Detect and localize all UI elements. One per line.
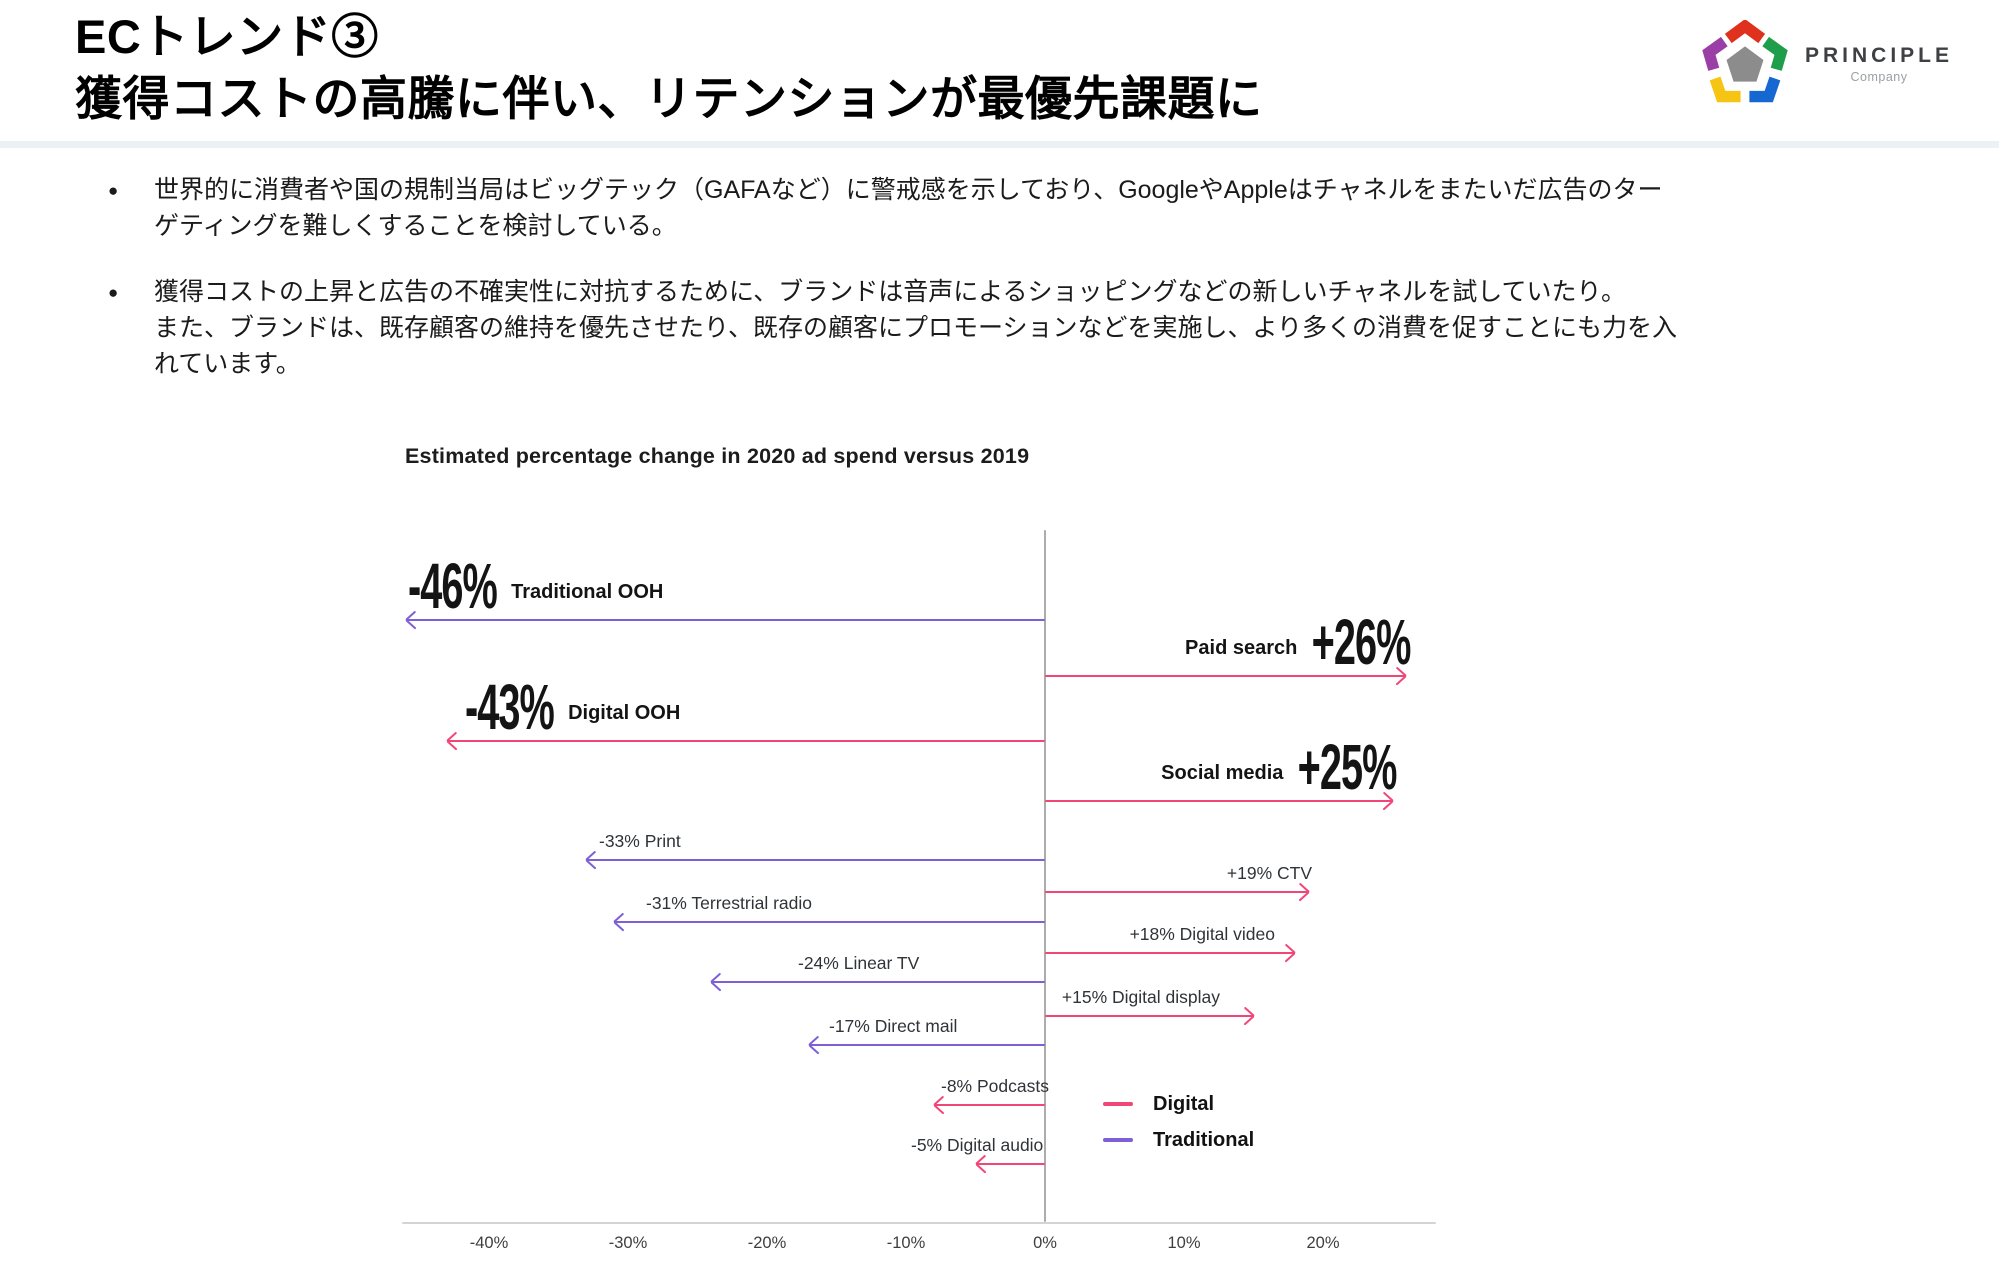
page-title-line-2: 獲得コストの高騰に伴い、リテンションが最優先課題に	[75, 72, 1263, 125]
legend-swatch-digital	[1103, 1102, 1133, 1106]
principle-pentagon-icon	[1702, 20, 1788, 103]
series-name-traditional-ooh: Traditional OOH	[511, 581, 664, 603]
x-tick-label: -20%	[747, 1234, 787, 1252]
arrow-paid-search	[1045, 675, 1407, 678]
principle-logo-text: PRINCIPLE Company	[1805, 44, 1953, 84]
legend-item-traditional: Traditional	[1103, 1122, 1254, 1158]
legend-item-digital: Digital	[1103, 1086, 1254, 1122]
arrow-terrestrial-radio	[614, 921, 1045, 924]
bullet-dot-icon: ●	[108, 283, 119, 302]
series-label-ctv: +19% CTV	[1226, 863, 1312, 883]
x-tick-label: -10%	[886, 1234, 926, 1252]
arrow-digital-audio	[975, 1163, 1045, 1166]
series-stat-paid-search: +26%	[1311, 605, 1412, 678]
arrow-print	[586, 859, 1045, 862]
arrow-podcasts	[933, 1104, 1045, 1107]
bullet-text-line: また、ブランドは、既存顧客の維持を優先させたり、既存の顧客にプロモーションなどを…	[154, 314, 1678, 342]
series-label-traditional-ooh: -46% Traditional OOH	[408, 549, 664, 622]
chart-title: Estimated percentage change in 2020 ad s…	[405, 444, 1030, 468]
bullet-text-line: 世界的に消費者や国の規制当局はビッグテック（GAFAなど）に警戒感を示しており、…	[154, 176, 1663, 204]
series-stat-social-media: +25%	[1297, 730, 1398, 803]
legend-label-digital: Digital	[1153, 1092, 1215, 1115]
x-tick-label: 0%	[1033, 1234, 1057, 1252]
arrow-linear-tv	[711, 981, 1045, 984]
bullet-text: 獲得コストの上昇と広告の不確実性に対抗するために、ブランドは音声によるショッピン…	[154, 274, 1677, 382]
series-label-digital-video: +18% Digital video	[1129, 924, 1275, 944]
arrow-digital-video	[1045, 952, 1296, 955]
principle-logo: PRINCIPLE Company	[1701, 20, 1953, 108]
series-label-digital-audio: -5% Digital audio	[911, 1135, 1044, 1155]
bullet-dot-icon: ●	[108, 181, 119, 200]
series-label-podcasts: -8% Podcasts	[941, 1076, 1049, 1096]
x-tick-label: 20%	[1306, 1234, 1340, 1252]
series-label-paid-search: Paid search +26%	[1185, 605, 1412, 678]
series-label-digital-display: +15% Digital display	[1061, 987, 1220, 1007]
series-name-digital-ooh: Digital OOH	[568, 702, 681, 724]
legend-swatch-traditional	[1103, 1138, 1133, 1142]
series-label-terrestrial-radio: -31% Terrestrial radio	[646, 893, 812, 913]
x-tick-label: -30%	[608, 1234, 648, 1252]
bullet-list: ● 世界的に消費者や国の規制当局はビッグテック（GAFAなど）に警戒感を示してお…	[108, 172, 1958, 412]
series-name-social-media: Social media	[1161, 762, 1284, 784]
arrow-direct-mail	[808, 1044, 1045, 1047]
arrow-social-media	[1045, 800, 1393, 803]
series-stat-digital-ooh: -43%	[465, 670, 555, 743]
x-tick-label: -40%	[469, 1234, 509, 1252]
arrow-ctv	[1045, 891, 1310, 894]
series-stat-traditional-ooh: -46%	[408, 549, 498, 622]
axis-zero-line	[1044, 530, 1046, 1222]
series-label-direct-mail: -17% Direct mail	[829, 1016, 958, 1036]
bullet-text-line: れています。	[154, 350, 301, 378]
x-tick-label: 10%	[1167, 1234, 1201, 1252]
bullet-text-line: ゲティングを難しくすることを検討している。	[154, 212, 677, 240]
arrow-digital-display	[1045, 1015, 1254, 1018]
principle-logo-wordmark: PRINCIPLE	[1804, 44, 1953, 67]
x-axis-line	[402, 1222, 1436, 1224]
bullet-text-line: 獲得コストの上昇と広告の不確実性に対抗するために、ブランドは音声によるショッピン…	[154, 278, 1627, 306]
legend-label-traditional: Traditional	[1153, 1128, 1255, 1151]
arrow-digital-ooh	[447, 740, 1045, 743]
series-label-print: -33% Print	[599, 831, 681, 851]
page-title: ECトレンド③ 獲得コストの高騰に伴い、リテンションが最優先課題に	[75, 6, 1263, 130]
bullet-item: ● 獲得コストの上昇と広告の不確実性に対抗するために、ブランドは音声によるショッ…	[108, 274, 1958, 382]
arrow-traditional-ooh	[405, 619, 1045, 622]
principle-logo-company: Company	[1850, 70, 1908, 84]
header-divider	[0, 141, 1999, 148]
bullet-item: ● 世界的に消費者や国の規制当局はビッグテック（GAFAなど）に警戒感を示してお…	[108, 172, 1958, 244]
page-title-line-1: ECトレンド③	[75, 10, 379, 63]
series-label-digital-ooh: -43% Digital OOH	[465, 670, 681, 743]
legend: Digital Traditional	[1103, 1086, 1254, 1158]
series-label-social-media: Social media +25%	[1161, 730, 1398, 803]
series-label-linear-tv: -24% Linear TV	[798, 953, 920, 973]
bullet-text: 世界的に消費者や国の規制当局はビッグテック（GAFAなど）に警戒感を示しており、…	[154, 172, 1663, 244]
series-name-paid-search: Paid search	[1185, 637, 1298, 659]
